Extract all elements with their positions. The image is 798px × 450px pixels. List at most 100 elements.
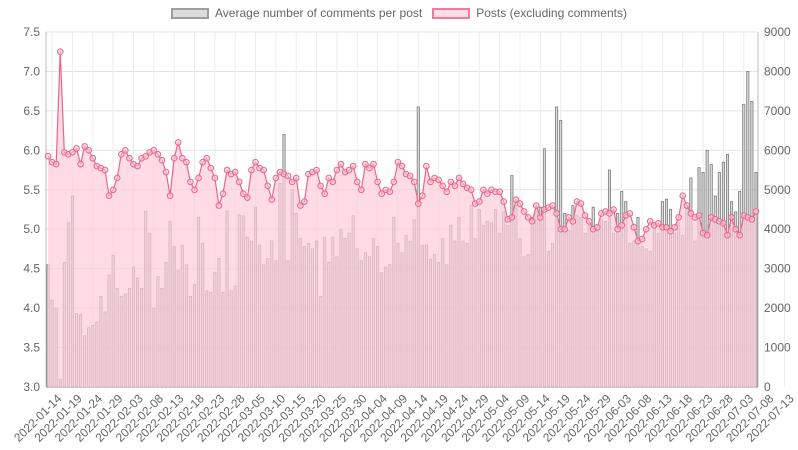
posts-point: [374, 178, 381, 186]
posts-point: [569, 218, 577, 225]
posts-point: [451, 182, 459, 190]
posts-point: [390, 178, 398, 186]
posts-point: [549, 202, 556, 209]
posts-point: [73, 145, 80, 152]
y-left-tick-label: 7.5: [23, 25, 40, 39]
posts-point: [423, 162, 430, 170]
posts-point: [581, 212, 589, 219]
posts-point: [317, 182, 324, 190]
posts-point: [585, 218, 593, 225]
posts-point: [370, 160, 377, 168]
posts-point: [736, 231, 743, 239]
y-right-tick-label: 8000: [764, 64, 791, 78]
posts-point: [162, 168, 170, 176]
posts-point: [732, 225, 739, 233]
posts-point: [337, 160, 345, 168]
y-left-tick-label: 5.5: [23, 183, 40, 197]
posts-point: [231, 168, 239, 176]
posts-point: [166, 192, 174, 199]
posts-point: [414, 200, 422, 207]
posts-point: [512, 196, 520, 203]
posts-point: [268, 196, 276, 203]
posts-point: [101, 166, 109, 174]
posts-point: [349, 162, 357, 170]
posts-point: [410, 178, 418, 186]
posts-point: [126, 154, 133, 162]
posts-point: [207, 164, 215, 172]
posts-point: [435, 176, 442, 184]
posts-point: [439, 182, 446, 190]
posts-point: [724, 231, 731, 239]
posts-point: [284, 172, 292, 180]
posts-point: [626, 210, 634, 217]
posts-point: [150, 147, 158, 154]
posts-point: [366, 164, 373, 172]
posts-point: [646, 218, 654, 225]
posts-point: [195, 174, 202, 182]
legend-swatch-posts: [432, 7, 471, 19]
posts-point: [223, 166, 231, 174]
posts-point: [679, 192, 687, 199]
posts-point: [386, 188, 394, 196]
posts-point: [142, 152, 149, 160]
posts-point: [174, 139, 182, 146]
posts-point: [321, 190, 329, 198]
posts-point: [199, 158, 206, 166]
posts-point: [325, 174, 333, 182]
posts-point: [394, 158, 402, 166]
legend-label-comments: Average number of comments per post: [215, 6, 423, 20]
posts-point: [219, 190, 227, 198]
posts-point: [537, 214, 544, 221]
posts-point: [638, 235, 646, 243]
posts-point: [211, 174, 219, 182]
posts-point: [593, 223, 601, 231]
line-series: [44, 48, 760, 387]
posts-point: [56, 48, 64, 56]
y-left-tick-label: 7.0: [23, 64, 40, 78]
posts-point: [85, 147, 93, 154]
posts-point: [203, 154, 211, 162]
posts-point: [44, 152, 52, 160]
y-right-tick-label: 1000: [764, 341, 791, 355]
posts-point: [720, 220, 727, 227]
y-right-tick-label: 6000: [764, 143, 791, 157]
posts-point: [105, 192, 113, 199]
legend-item-posts[interactable]: Posts (excluding comments): [432, 6, 627, 20]
posts-point: [695, 212, 703, 219]
posts-point: [248, 166, 255, 174]
y-right-tick-label: 5000: [764, 183, 791, 197]
posts-point: [577, 200, 585, 207]
y-right-tick-label: 4000: [764, 222, 791, 236]
posts-point: [516, 200, 524, 207]
posts-point: [455, 174, 463, 182]
y-left-tick-label: 3.0: [23, 380, 40, 394]
posts-point: [675, 214, 682, 221]
posts-point: [154, 150, 162, 158]
posts-point: [459, 180, 467, 188]
legend-swatch-comments: [171, 7, 210, 19]
posts-point: [183, 158, 190, 166]
posts-point: [561, 225, 569, 233]
posts-point: [703, 231, 711, 239]
posts-point: [484, 190, 491, 198]
posts-point: [667, 227, 674, 235]
posts-point: [496, 188, 503, 196]
y-right-tick-label: 2000: [764, 301, 791, 315]
posts-point: [655, 220, 662, 227]
posts-point: [524, 214, 532, 221]
posts-point: [215, 202, 223, 209]
posts-point: [500, 198, 508, 205]
posts-point: [618, 221, 626, 229]
posts-point: [69, 149, 76, 156]
posts-point: [158, 156, 166, 164]
posts-point: [113, 174, 121, 182]
posts-point: [235, 178, 243, 186]
posts-point: [480, 186, 487, 194]
y-right-tick-label: 9000: [764, 25, 791, 39]
posts-point: [748, 216, 756, 223]
posts-point: [109, 186, 117, 194]
legend-item-comments[interactable]: Average number of comments per post: [171, 6, 422, 20]
posts-point: [614, 225, 621, 233]
posts-point: [467, 186, 475, 194]
